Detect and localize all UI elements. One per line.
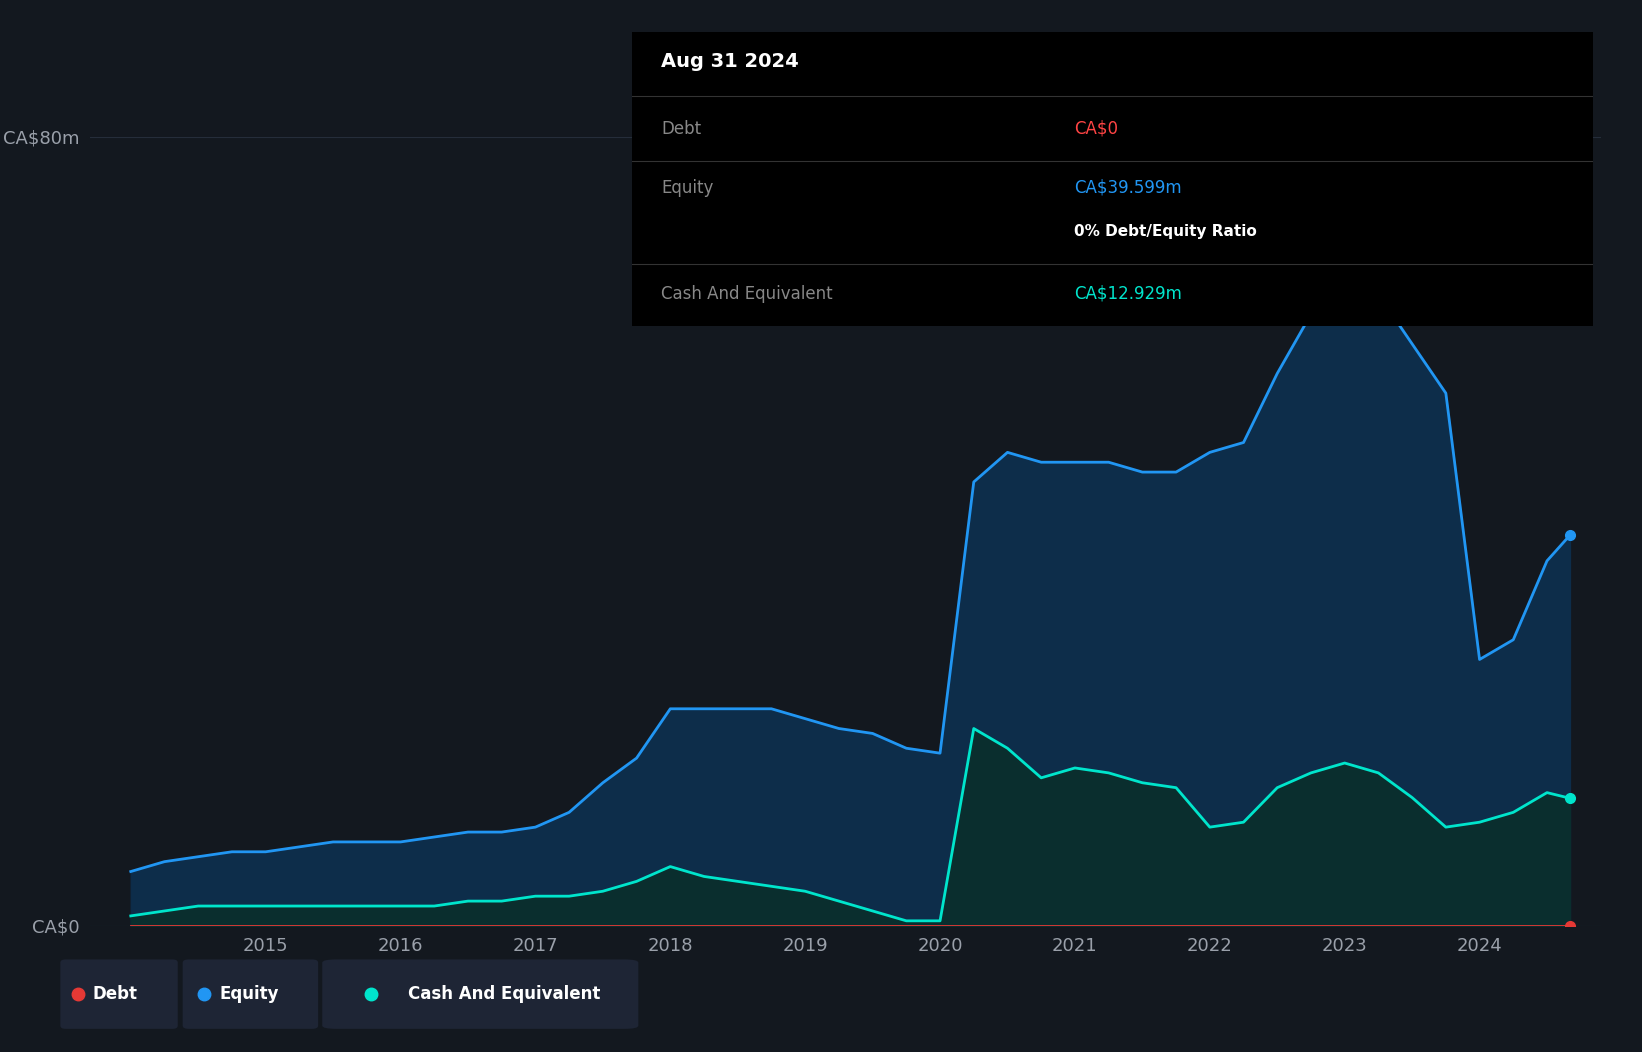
Text: 0% Debt/Equity Ratio: 0% Debt/Equity Ratio — [1074, 224, 1256, 240]
FancyBboxPatch shape — [322, 959, 639, 1029]
Text: Equity: Equity — [662, 179, 713, 197]
Text: CA$12.929m: CA$12.929m — [1074, 285, 1182, 303]
Text: Aug 31 2024: Aug 31 2024 — [662, 52, 798, 70]
Text: CA$0: CA$0 — [1074, 120, 1118, 138]
Text: Equity: Equity — [220, 985, 279, 1004]
Text: CA$39.599m: CA$39.599m — [1074, 179, 1182, 197]
Text: Cash And Equivalent: Cash And Equivalent — [662, 285, 832, 303]
Text: Debt: Debt — [92, 985, 138, 1004]
Text: Debt: Debt — [662, 120, 701, 138]
Text: Cash And Equivalent: Cash And Equivalent — [409, 985, 601, 1004]
FancyBboxPatch shape — [182, 959, 319, 1029]
FancyBboxPatch shape — [61, 959, 177, 1029]
